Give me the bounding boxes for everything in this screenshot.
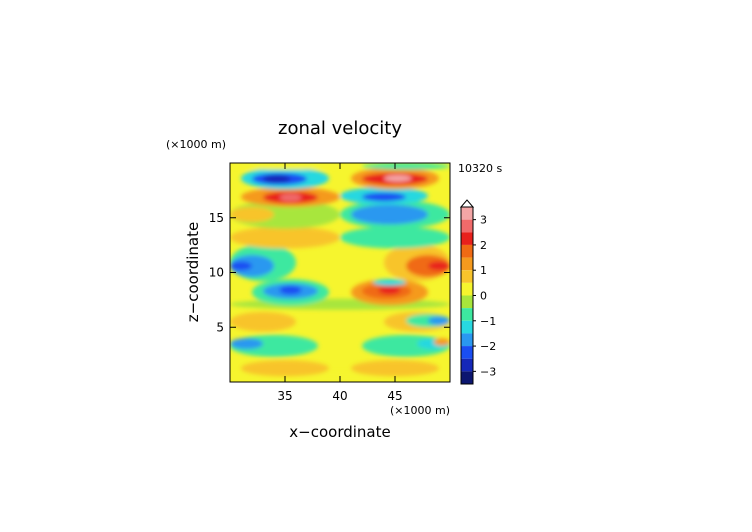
colorbar-label: 3 [480, 214, 487, 227]
colorbar-label: −2 [480, 340, 496, 353]
colorbar-level-11 [461, 346, 473, 359]
contour-band-42 [384, 175, 412, 182]
x-axis-label: x−coordinate [289, 423, 390, 441]
time-label: 10320 s [458, 162, 502, 175]
contour-band-39 [263, 175, 291, 183]
colorbar-level-13 [461, 371, 473, 384]
x-tick-label: 40 [332, 389, 347, 403]
contour-band-26 [230, 226, 340, 249]
colorbar-label: −3 [480, 365, 496, 378]
x-tick-label: 35 [277, 389, 292, 403]
y-ticks: 5 10 15 [209, 211, 450, 334]
contour-band-31 [230, 206, 274, 223]
colorbar: 3 2 1 0 −1 −2 −3 [459, 199, 496, 385]
y-tick-label: 10 [209, 266, 224, 280]
y-tick-label: 15 [209, 211, 224, 225]
contour-band-44 [362, 163, 450, 170]
contour-band-1 [241, 360, 329, 377]
contour-band-19 [373, 279, 406, 286]
colorbar-label: −1 [480, 315, 496, 328]
contour-band-8 [230, 311, 296, 332]
contour-band-27 [340, 226, 450, 249]
colorbar-level-8 [461, 308, 473, 321]
x-tick-label: 45 [387, 389, 402, 403]
colorbar-level-6 [461, 282, 473, 296]
colorbar-level-9 [461, 320, 473, 334]
plot-area: 35 40 45 5 10 15 [209, 162, 451, 403]
contour-band-2 [351, 360, 439, 377]
colorbar-overflow-arrow [459, 199, 475, 208]
contour-band-18 [378, 285, 401, 295]
contour-band-15 [279, 285, 302, 295]
y-axis-label: z−coordinate [184, 222, 202, 322]
colorbar-labels: 3 2 1 0 −1 −2 −3 [473, 214, 496, 378]
contour-band-34 [279, 193, 302, 202]
colorbar-level-10 [461, 333, 473, 347]
contour-band-36 [362, 192, 406, 202]
colorbar-level-7 [461, 295, 473, 309]
colorbar-label: 0 [480, 290, 487, 303]
colorbar-level-12 [461, 358, 473, 372]
x-ticks: 35 40 45 [277, 163, 403, 403]
colorbar-level-0 [461, 207, 473, 220]
contour-bands [230, 163, 450, 382]
contour-band-30 [351, 204, 428, 225]
colorbar-levels [461, 207, 473, 384]
colorbar-level-3 [461, 244, 473, 258]
colorbar-level-2 [461, 232, 473, 245]
y-unit-label: (×1000 m) [166, 138, 226, 151]
chart-title: zonal velocity [278, 118, 402, 139]
colorbar-level-4 [461, 257, 473, 271]
contour-band-5 [230, 338, 263, 350]
contour-band-7 [433, 338, 450, 346]
colorbar-label: 1 [480, 264, 487, 277]
colorbar-level-5 [461, 270, 473, 283]
contour-band-25 [428, 261, 450, 271]
x-unit-label: (×1000 m) [390, 404, 450, 417]
colorbar-level-1 [461, 219, 473, 233]
y-tick-label: 5 [216, 320, 224, 334]
colorbar-label: 2 [480, 239, 487, 252]
contour-band-11 [428, 316, 450, 326]
contour-band-22 [230, 261, 252, 271]
